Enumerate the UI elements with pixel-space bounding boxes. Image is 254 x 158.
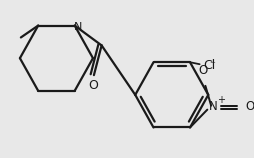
Text: O: O <box>199 64 208 77</box>
Text: N: N <box>209 100 217 113</box>
Text: Cl: Cl <box>203 59 215 72</box>
Text: +: + <box>217 95 225 105</box>
Text: O: O <box>88 79 98 91</box>
Text: O: O <box>245 100 254 113</box>
Text: N: N <box>74 21 83 32</box>
Text: ⁻: ⁻ <box>209 60 215 70</box>
